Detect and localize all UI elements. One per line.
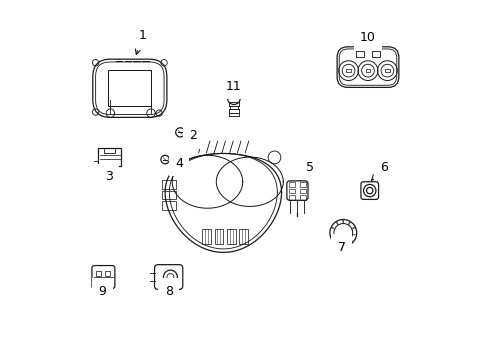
Bar bbox=[202, 229, 210, 243]
Bar bbox=[96, 271, 101, 276]
Bar bbox=[299, 195, 305, 200]
Text: 4: 4 bbox=[169, 157, 183, 170]
Text: 11: 11 bbox=[225, 80, 241, 93]
Bar bbox=[161, 190, 175, 199]
Text: 9: 9 bbox=[99, 285, 106, 298]
Text: 5: 5 bbox=[300, 161, 313, 180]
Bar bbox=[365, 69, 369, 72]
Text: 8: 8 bbox=[164, 285, 172, 298]
Bar bbox=[226, 229, 235, 243]
Bar bbox=[239, 229, 247, 243]
Text: 10: 10 bbox=[359, 31, 375, 44]
Bar bbox=[108, 70, 151, 106]
Bar bbox=[355, 51, 364, 57]
Text: 2: 2 bbox=[188, 129, 197, 143]
Bar bbox=[104, 148, 115, 153]
Bar bbox=[289, 189, 294, 193]
Bar bbox=[105, 271, 110, 276]
Bar bbox=[214, 229, 223, 243]
Text: 3: 3 bbox=[104, 170, 112, 183]
Bar bbox=[98, 148, 121, 166]
Bar bbox=[371, 51, 379, 57]
Bar bbox=[161, 201, 175, 210]
Bar bbox=[289, 195, 294, 200]
Bar bbox=[299, 189, 305, 193]
Bar bbox=[105, 279, 110, 283]
Bar bbox=[289, 182, 294, 187]
Bar bbox=[385, 69, 389, 72]
Text: 6: 6 bbox=[371, 161, 387, 180]
Bar bbox=[161, 180, 175, 189]
Bar bbox=[299, 182, 305, 187]
Bar bbox=[346, 69, 350, 72]
Text: 7: 7 bbox=[337, 240, 345, 253]
Bar bbox=[96, 279, 101, 283]
Text: 1: 1 bbox=[135, 29, 146, 54]
